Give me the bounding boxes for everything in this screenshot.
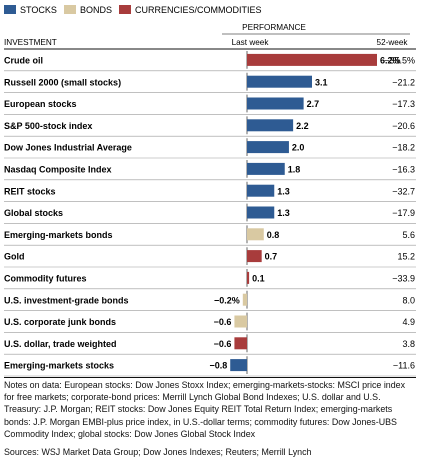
week52-value: 8.0 xyxy=(402,295,415,305)
bar xyxy=(234,315,247,328)
value-label: 2.7 xyxy=(307,99,320,109)
bar xyxy=(247,271,250,284)
category-label: Russell 2000 (small stocks) xyxy=(4,77,121,87)
value-label: −0.8 xyxy=(209,361,227,371)
value-label: 1.8 xyxy=(288,165,301,175)
value-label: 0.8 xyxy=(267,230,280,240)
legend-label-bonds: BONDS xyxy=(80,5,112,15)
week52-value: 5.6 xyxy=(402,230,415,240)
notes-on-data: Notes on data: European stocks: Dow Jone… xyxy=(4,380,406,439)
bar xyxy=(247,97,304,110)
category-label: Emerging-markets stocks xyxy=(4,361,114,371)
week52-value: 15.2 xyxy=(397,252,415,262)
bar xyxy=(247,228,264,241)
value-label: 1.3 xyxy=(277,186,290,196)
legend: STOCKS BONDS CURRENCIES/COMMODITIES xyxy=(4,5,262,15)
category-label: U.S. investment-grade bonds xyxy=(4,295,129,305)
investment-column-header: INVESTMENT xyxy=(4,38,57,47)
category-label: Global stocks xyxy=(4,208,63,218)
category-label: S&P 500-stock index xyxy=(4,121,92,131)
week52-value: −16.3 xyxy=(392,165,415,175)
value-label: 2.0 xyxy=(292,143,305,153)
52-week-column-header: 52-week xyxy=(377,38,409,47)
week52-value: −17.3 xyxy=(392,99,415,109)
bar xyxy=(247,75,312,88)
value-label: −0.2% xyxy=(214,295,240,305)
value-label: 0.1 xyxy=(252,274,265,284)
week52-value: −11.6 xyxy=(393,361,415,371)
last-week-column-header: Last week xyxy=(232,38,270,47)
bar xyxy=(247,206,275,219)
category-label: Emerging-markets bonds xyxy=(4,230,113,240)
legend-label-currencies-commodities: CURRENCIES/COMMODITIES xyxy=(135,5,262,15)
legend-swatch-currencies-commodities xyxy=(119,5,131,14)
week52-value: 4.9 xyxy=(402,317,415,327)
week52-value: −17.9 xyxy=(392,208,415,218)
week52-value: −33.9 xyxy=(392,274,415,284)
bar xyxy=(230,359,247,372)
bar xyxy=(247,53,377,66)
category-label: REIT stocks xyxy=(4,186,56,196)
bar xyxy=(234,337,247,350)
bar xyxy=(242,293,247,306)
category-label: U.S. corporate junk bonds xyxy=(4,317,116,327)
bar xyxy=(247,141,289,154)
value-label: 2.2 xyxy=(296,121,309,131)
category-label: Gold xyxy=(4,252,25,262)
week52-value: −20.6 xyxy=(392,121,415,131)
value-label: −0.6 xyxy=(214,339,232,349)
bar xyxy=(247,119,294,132)
legend-swatch-stocks xyxy=(4,5,16,14)
legend-label-stocks: STOCKS xyxy=(20,5,57,15)
rows: Crude oil 6.2%−35.5% Russell 2000 (small s… xyxy=(4,51,416,378)
category-label: Dow Jones Industrial Average xyxy=(4,143,132,153)
value-label: −0.6 xyxy=(214,317,232,327)
bar xyxy=(247,162,285,175)
value-label: 6.2% xyxy=(380,56,401,66)
legend-swatch-bonds xyxy=(64,5,76,14)
week52-value: −21.2 xyxy=(392,77,415,87)
table-header: PERFORMANCE INVESTMENT Last week 52-week xyxy=(4,23,416,50)
week52-value: 3.8 xyxy=(402,339,415,349)
value-label: 1.3 xyxy=(277,208,290,218)
bar xyxy=(247,250,262,263)
week52-value: −18.2 xyxy=(392,143,415,153)
week52-value: −35.5% xyxy=(384,56,415,66)
performance-heading: PERFORMANCE xyxy=(242,23,306,32)
category-label: European stocks xyxy=(4,99,77,109)
category-label: Nasdaq Composite Index xyxy=(4,165,112,175)
sources-line: Sources: WSJ Market Data Group; Dow Jone… xyxy=(4,447,312,457)
category-label: Commodity futures xyxy=(4,274,87,284)
category-label: U.S. dollar, trade weighted xyxy=(4,339,117,349)
bar xyxy=(247,184,275,197)
week52-value: −32.7 xyxy=(392,186,415,196)
category-label: Crude oil xyxy=(4,56,43,66)
value-label: 0.7 xyxy=(265,252,278,262)
value-label: 3.1 xyxy=(315,77,328,87)
